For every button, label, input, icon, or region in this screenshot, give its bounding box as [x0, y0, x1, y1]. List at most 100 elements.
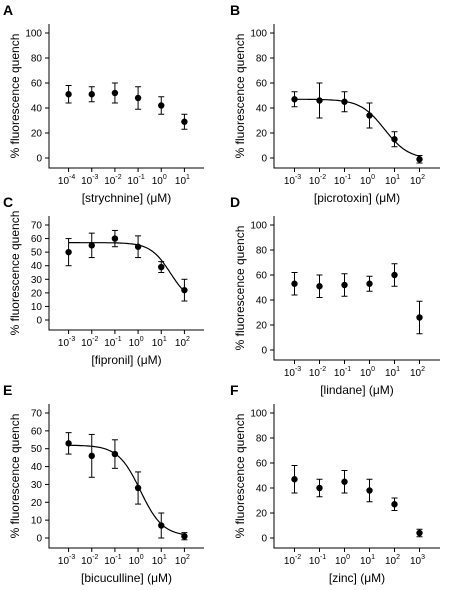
fit-curve — [68, 242, 185, 292]
y-tick-label: 40 — [256, 104, 268, 115]
data-point — [111, 450, 119, 458]
x-tick-label: 10-1 — [334, 174, 351, 187]
y-tick-label: 100 — [250, 29, 267, 40]
x-axis-title: [bicuculline] (μM) — [81, 571, 172, 585]
axis-frame — [273, 216, 440, 361]
data-point — [391, 501, 398, 508]
data-point — [316, 484, 323, 492]
y-tick-label: 80 — [256, 54, 268, 65]
x-tick-label: 100 — [360, 366, 375, 379]
y-tick-label: 20 — [256, 509, 268, 520]
data-point — [341, 478, 348, 485]
axis-frame — [48, 216, 204, 331]
data-point — [416, 529, 423, 537]
y-tick-label: 60 — [256, 271, 268, 282]
x-tick-label: 10-2 — [309, 174, 326, 187]
data-point — [341, 281, 348, 289]
x-tick-label: 103 — [410, 554, 425, 567]
data-point — [88, 242, 95, 249]
panel-letter: C — [3, 194, 13, 210]
panel-letter: D — [230, 194, 240, 210]
x-tick-label: 102 — [410, 366, 425, 379]
x-tick-label: 100 — [335, 554, 350, 567]
data-point — [366, 280, 373, 287]
data-point — [416, 156, 423, 163]
fit-curve — [294, 98, 420, 157]
y-axis-title: % fluorescence quench — [8, 211, 22, 336]
x-tick-label: 102 — [410, 174, 425, 187]
y-tick-label: 10 — [31, 516, 43, 527]
y-axis-title: % fluorescence quench — [8, 414, 22, 539]
panel-a: A 0 20 40 60 80 100 10-4 10-3 10-2 10-1 100 101[stry… — [3, 2, 204, 205]
x-tick-label: 101 — [385, 174, 400, 187]
x-tick-label: 101 — [152, 554, 167, 567]
x-tick-label: 10-1 — [104, 336, 121, 349]
x-tick-label: 101 — [385, 366, 400, 379]
x-tick-label: 100 — [360, 174, 375, 187]
y-tick-label: 100 — [250, 409, 267, 420]
data-point — [134, 484, 142, 492]
axis-frame — [273, 24, 440, 169]
x-tick-label: 10-2 — [104, 174, 121, 187]
y-tick-label: 20 — [31, 288, 43, 299]
data-point — [111, 89, 119, 97]
data-point — [291, 476, 298, 483]
x-axis-title: [picrotoxin] (μM) — [314, 191, 400, 205]
data-point — [181, 286, 188, 294]
x-tick-label: 10-3 — [284, 174, 301, 187]
fit-curve — [68, 444, 185, 536]
y-tick-label: 30 — [31, 275, 43, 286]
x-tick-label: 10-1 — [127, 174, 144, 187]
panel-d: D 0 20 40 60 80 100 10-3 10-2 10-1 100 101 102 [linda… — [230, 194, 440, 397]
y-tick-label: 60 — [31, 426, 43, 437]
data-point — [181, 118, 188, 125]
panel-e: E 0 10 20 30 40 50 60 70 10-3 10-2 10-1 100 101 102[bi… — [3, 382, 204, 585]
y-tick-label: 60 — [256, 459, 268, 470]
y-tick-label: 70 — [31, 221, 43, 232]
data-point — [366, 112, 373, 119]
data-point — [391, 271, 398, 279]
panel-c: C 0 10 20 30 40 50 60 70 10-3 10-2 10-1 100 101 102 [fi… — [3, 194, 204, 367]
x-axis-title: [strychnine] (μM) — [82, 191, 172, 205]
y-axis-title: % fluorescence quench — [233, 34, 247, 159]
x-tick-label: 10-2 — [284, 554, 301, 567]
x-tick-label: 10-2 — [309, 366, 326, 379]
y-tick-label: 40 — [31, 261, 43, 272]
y-axis-title: % fluorescence quench — [8, 34, 22, 159]
x-tick-label: 10-3 — [58, 336, 75, 349]
data-point — [158, 263, 165, 271]
panel-f: F 0 20 40 60 80 100 10-2 10-1 100 101 102 103 [zinc] … — [230, 382, 440, 585]
y-tick-label: 40 — [31, 104, 43, 115]
y-tick-label: 40 — [256, 296, 268, 307]
panel-letter: F — [230, 382, 239, 398]
x-tick-label: 102 — [175, 336, 190, 349]
y-axis-title: % fluorescence quench — [233, 414, 247, 539]
data-point — [158, 102, 165, 109]
data-point — [65, 91, 72, 98]
x-tick-label: 10-1 — [309, 554, 326, 567]
y-tick-label: 100 — [25, 29, 42, 40]
x-tick-label: 102 — [385, 554, 400, 567]
data-point — [316, 283, 323, 290]
y-tick-label: 0 — [261, 534, 267, 545]
x-tick-label: 10-3 — [284, 366, 301, 379]
data-point — [134, 94, 142, 102]
data-point — [134, 243, 142, 250]
panel-letter: E — [3, 382, 12, 398]
x-tick-label: 10-2 — [81, 336, 98, 349]
y-tick-label: 50 — [31, 444, 43, 455]
y-tick-label: 10 — [31, 302, 43, 313]
y-tick-label: 20 — [31, 129, 43, 140]
x-axis-title: [zinc] (μM) — [329, 571, 385, 585]
axis-frame — [48, 404, 204, 549]
data-point — [88, 91, 95, 98]
data-point — [181, 533, 188, 540]
x-tick-label: 10-3 — [58, 554, 75, 567]
x-tick-label: 10-1 — [104, 554, 121, 567]
x-tick-label: 10-2 — [81, 554, 98, 567]
data-point — [391, 136, 398, 143]
y-tick-label: 70 — [31, 409, 43, 420]
y-axis-title: % fluorescence quench — [233, 226, 247, 351]
data-point — [316, 97, 323, 104]
data-point — [416, 314, 423, 321]
